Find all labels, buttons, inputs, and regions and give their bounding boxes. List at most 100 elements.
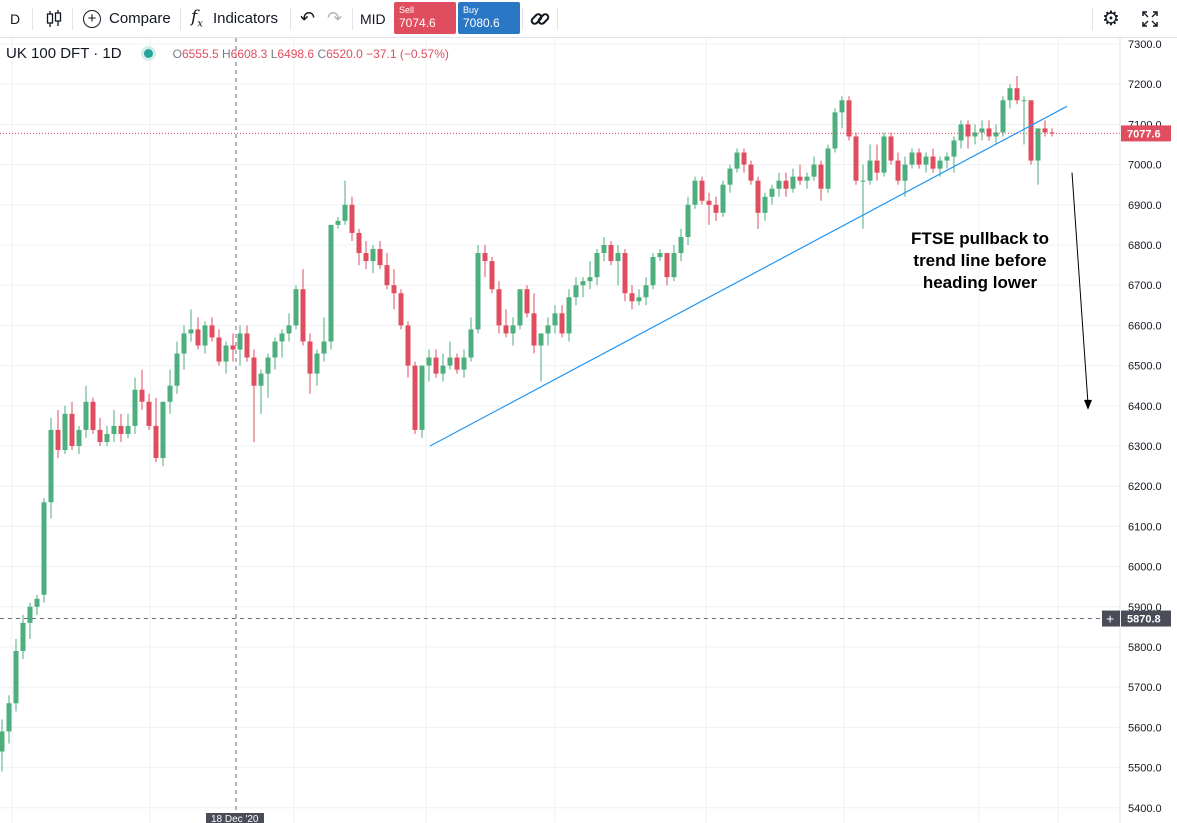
y-tick-label: 6000.0 — [1128, 562, 1162, 574]
candle-body — [566, 297, 572, 334]
candle-body — [573, 285, 579, 298]
close-key: C — [317, 46, 327, 61]
candle-body — [447, 357, 453, 366]
candle-body — [482, 253, 488, 262]
candle-body — [48, 429, 54, 503]
crosshair-price-label: 5870.8 — [1127, 614, 1161, 626]
candle-body — [412, 365, 418, 430]
sell-button[interactable]: Sell 7074.6 — [394, 2, 456, 34]
compare-button[interactable]: + Compare — [83, 0, 171, 37]
candle-body — [174, 353, 180, 386]
candle-body — [349, 204, 355, 233]
candle-body — [426, 357, 432, 366]
toolbar-divider — [32, 8, 33, 30]
y-tick-label: 6900.0 — [1128, 200, 1162, 212]
sell-price: 7074.6 — [399, 16, 436, 30]
annotation-line: FTSE pullback to — [911, 229, 1049, 248]
buy-button[interactable]: Buy 7080.6 — [458, 2, 520, 34]
y-tick-label: 6200.0 — [1128, 481, 1162, 493]
market-status-dot — [143, 49, 153, 58]
candle-body — [972, 132, 978, 137]
price-chart[interactable]: 18 Dec '20 7300.0 7200.0 7100.0 7000.0 6900.… — [0, 38, 1177, 823]
candle-body — [13, 651, 19, 704]
candle-body — [489, 261, 495, 290]
candle-body — [804, 176, 810, 181]
toolbar-divider — [180, 8, 181, 30]
candle-body — [524, 289, 530, 314]
candle-body — [111, 425, 117, 434]
candle-body — [55, 429, 61, 451]
close-value: 6520.0 — [326, 46, 363, 61]
top-toolbar: D + Compare fx Indicators ↶ ↷ MID Sell 7… — [0, 0, 1177, 38]
candle-body — [279, 333, 285, 342]
high-key: H — [221, 46, 231, 61]
mid-button[interactable]: MID — [360, 10, 386, 27]
candle-body — [62, 413, 68, 451]
candle-body — [1042, 128, 1048, 133]
candle-body — [769, 188, 775, 197]
candle-body — [510, 325, 516, 334]
candle-body — [692, 180, 698, 205]
candle-body — [930, 156, 936, 169]
candle-body — [1028, 100, 1034, 161]
symbol-label[interactable]: UK 100 DFT · 1D — [6, 45, 122, 62]
candle-body — [580, 281, 586, 286]
annotation-line: trend line before — [913, 251, 1047, 270]
candle-body — [314, 353, 320, 374]
candle-body — [216, 337, 222, 362]
candle-body — [405, 325, 411, 366]
candle-body — [748, 164, 754, 181]
candle-body — [699, 180, 705, 201]
candle-body — [503, 325, 509, 334]
low-value: 6498.6 — [277, 46, 315, 61]
candle-body — [944, 156, 950, 161]
candle-body — [818, 164, 824, 189]
fx-icon: fx — [191, 7, 203, 30]
y-tick-label: 7000.0 — [1128, 160, 1162, 172]
candle-body — [209, 325, 215, 338]
fullscreen-icon[interactable] — [1141, 0, 1159, 37]
price-axis: 7300.0 7200.0 7100.0 7000.0 6900.0 6800.0 6700… — [1102, 38, 1171, 823]
y-tick-label: 6700.0 — [1128, 280, 1162, 292]
settings-icon[interactable]: ⚙ — [1102, 8, 1120, 30]
candle-body — [230, 345, 236, 350]
candle-body — [265, 357, 271, 374]
y-tick-label: 6800.0 — [1128, 240, 1162, 252]
link-icon[interactable] — [529, 0, 551, 37]
candle-body — [76, 429, 82, 446]
candle-body — [272, 341, 278, 358]
candle-body — [433, 357, 439, 374]
y-tick-label: 5800.0 — [1128, 642, 1162, 654]
candle-body — [286, 325, 292, 334]
redo-icon[interactable]: ↷ — [327, 8, 343, 28]
interval-button[interactable]: D — [10, 10, 21, 27]
indicators-button[interactable]: fx Indicators — [191, 0, 278, 37]
candle-body — [370, 249, 376, 262]
candle-body — [328, 224, 334, 342]
crosshair-add-button — [1102, 610, 1120, 627]
y-tick-label: 5700.0 — [1128, 682, 1162, 694]
candle-body — [839, 100, 845, 113]
chart-overlays: 18 Dec '20 — [0, 38, 1120, 823]
candle-body — [909, 152, 915, 165]
candle-body — [97, 429, 103, 442]
candle-body — [783, 180, 789, 189]
candle-body — [69, 413, 75, 446]
candle-body — [734, 152, 740, 169]
candle-body — [993, 132, 999, 137]
high-value: 6608.3 — [230, 46, 268, 61]
indicators-label: Indicators — [212, 10, 278, 27]
candles-icon[interactable] — [44, 0, 64, 37]
candle-body — [496, 289, 502, 326]
candle-body — [552, 313, 558, 326]
buy-price: 7080.6 — [463, 16, 500, 30]
candle-body — [643, 285, 649, 298]
undo-icon[interactable]: ↶ — [300, 8, 316, 28]
y-tick-label: 6300.0 — [1128, 441, 1162, 453]
chart-annotation[interactable]: FTSE pullback to trend line before headi… — [890, 228, 1070, 294]
candle-body — [762, 196, 768, 213]
y-tick-label: 7100.0 — [1128, 119, 1162, 131]
compare-plus-icon: + — [83, 9, 101, 28]
current-price-label: 7077.6 — [1127, 128, 1161, 140]
candle-body — [342, 204, 348, 221]
